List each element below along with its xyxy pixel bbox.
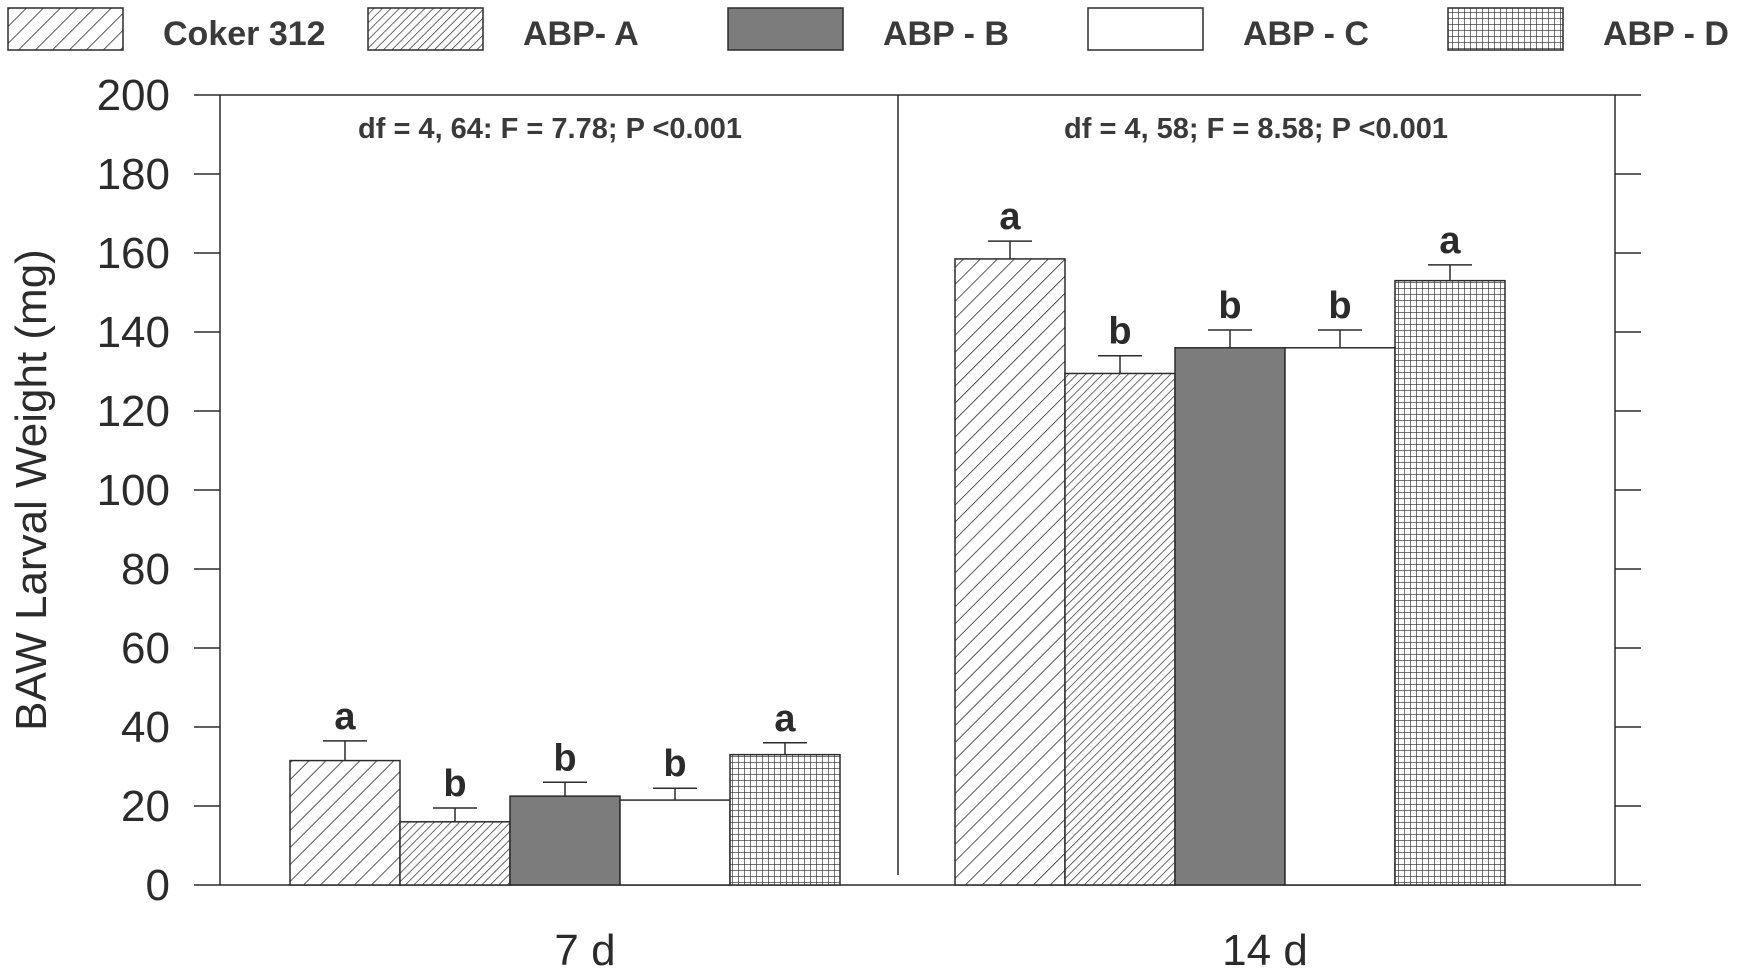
legend-swatch-coker-312 <box>7 7 124 51</box>
legend-label-abp-a: ABP- A <box>523 15 639 53</box>
bar-abp-a-14-d <box>1064 372 1176 886</box>
bar-abp-d-7-d <box>729 753 841 886</box>
y-tick-label: 120 <box>97 387 170 436</box>
y-tick-label: 100 <box>97 466 170 515</box>
x-category-7d: 7 d <box>554 926 615 973</box>
significance-letter: a <box>1439 220 1461 262</box>
x-category-14d: 14 d <box>1222 926 1308 973</box>
bars: a a b b b b b b a a <box>289 196 1506 886</box>
y-tick-label: 160 <box>97 229 170 278</box>
y-tick-label: 200 <box>97 71 170 120</box>
legend-swatch-abp-c <box>1087 7 1204 51</box>
bar-coker-312-7-d <box>289 759 401 886</box>
bar-abp-a-7-d <box>399 821 511 886</box>
significance-letter: b <box>443 763 466 805</box>
y-tick-label: 40 <box>121 703 170 752</box>
significance-letter: b <box>553 737 576 779</box>
legend-swatch-abp-a <box>367 7 484 51</box>
legend-label-abp-d: ABP - D <box>1603 15 1729 53</box>
legend-swatch-abp-d <box>1447 7 1564 51</box>
y-tick-label: 140 <box>97 308 170 357</box>
annotation-7d: df = 4, 64: F = 7.78; P <0.001 <box>358 113 742 145</box>
bar-abp-d-14-d <box>1394 279 1506 886</box>
legend-label-coker-312: Coker 312 <box>163 15 326 53</box>
legend-label-abp-c: ABP - C <box>1243 15 1369 53</box>
y-tick-label: 0 <box>146 861 170 910</box>
bar-abp-c-7-d <box>619 799 731 886</box>
legend-swatch-abp-b <box>727 7 844 51</box>
y-tick-label: 60 <box>121 624 170 673</box>
bar-coker-312-14-d <box>954 258 1066 886</box>
y-tick-label: 180 <box>97 150 170 199</box>
significance-letter: a <box>999 196 1021 238</box>
y-axis: 0 20 40 60 80 100 120 140 160 180 200 <box>97 71 1641 910</box>
significance-letter: a <box>774 698 796 740</box>
significance-letter: b <box>1108 311 1131 353</box>
legend: Coker 312 ABP- A ABP - B ABP - C ABP - D <box>7 7 1729 53</box>
legend-label-abp-b: ABP - B <box>883 15 1009 53</box>
significance-letter: b <box>663 743 686 785</box>
bar-abp-c-14-d <box>1284 347 1396 886</box>
significance-letter: a <box>334 696 356 738</box>
y-tick-label: 20 <box>121 782 170 831</box>
bar-abp-b-7-d <box>509 795 621 886</box>
significance-letter: b <box>1218 285 1241 327</box>
bar-abp-b-14-d <box>1174 347 1286 886</box>
y-tick-label: 80 <box>121 545 170 594</box>
significance-letter: b <box>1328 285 1351 327</box>
annotation-14d: df = 4, 58; F = 8.58; P <0.001 <box>1064 113 1448 145</box>
y-axis-label: BAW Larval Weight (mg) <box>7 249 56 731</box>
